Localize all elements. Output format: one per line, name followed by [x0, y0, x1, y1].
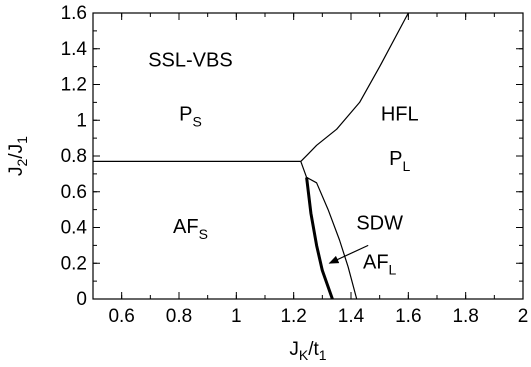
y-axis-label: J2/J1: [6, 136, 30, 176]
boundary-sdw-boundary-thin: [306, 176, 358, 300]
x-tick-label: 0.6: [108, 306, 134, 327]
x-tick-label: 0.8: [166, 306, 192, 327]
x-tick-label: 1.6: [395, 306, 421, 327]
y-tick-label: 1.2: [61, 75, 87, 96]
boundary-hfl-boundary: [300, 12, 409, 162]
x-tick-label: 1.8: [452, 306, 478, 327]
boundary-vertical-boundary: [300, 161, 308, 178]
region-label-pl: PL: [389, 148, 410, 174]
phase-boundaries: [93, 12, 409, 300]
x-tick-label: 1: [231, 306, 242, 327]
region-label-afl: AFL: [363, 252, 397, 278]
y-tick-label: 1.4: [61, 39, 88, 60]
x-tick-label: 1.4: [338, 306, 365, 327]
x-tick-label: 2: [518, 306, 529, 327]
y-axis-ticks: 0 0.2 0.4 0.6 0.8 1 1.2 1.4 1.6: [61, 3, 523, 310]
boundary-afs-boundary-thick: [305, 177, 334, 300]
region-label-ssl-vbs: SSL-VBS: [148, 50, 232, 72]
y-tick-label: 0.4: [61, 218, 88, 239]
x-tick-label: 1.2: [280, 306, 306, 327]
region-label-hfl: HFL: [381, 103, 419, 125]
region-label-sdw: SDW: [356, 212, 403, 234]
sdw-arrow: [328, 244, 369, 264]
y-tick-label: 0.8: [61, 146, 87, 167]
x-axis-ticks: 0.6 0.8 1 1.2 1.4 1.6 1.8 2: [92, 13, 529, 327]
y-tick-label: 1.6: [61, 3, 87, 24]
y-tick-label: 0.2: [61, 253, 87, 274]
y-tick-label: 0.6: [61, 182, 87, 203]
region-label-afs: AFS: [173, 216, 208, 242]
y-tick-label: 0: [76, 289, 87, 310]
region-label-ps: PS: [179, 103, 202, 129]
x-axis-label: JK/t1: [289, 339, 326, 363]
region-labels: SSL-VBS PS HFL PL AFS SDW AFL: [148, 50, 418, 278]
y-tick-label: 1: [76, 110, 87, 131]
